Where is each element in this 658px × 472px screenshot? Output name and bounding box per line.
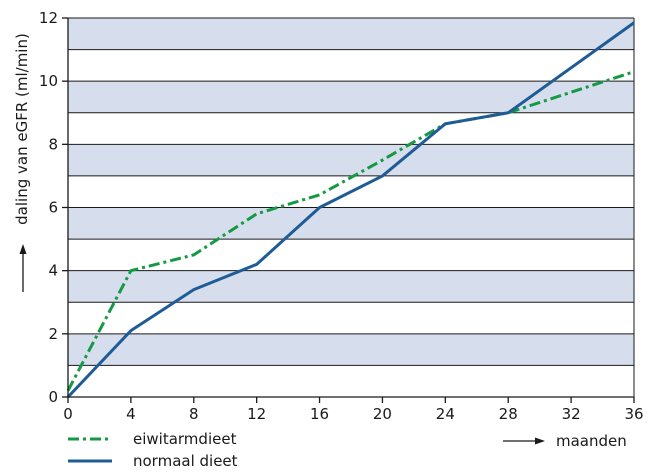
y-tick-label: 4 (48, 262, 58, 280)
y-tick-label: 8 (48, 135, 58, 153)
series-layer (66, 21, 635, 399)
axes (62, 17, 635, 403)
y-axis-title: daling van eGFR (ml/min) (13, 33, 31, 225)
x-tick-label: 0 (63, 405, 73, 423)
x-axis-arrow-icon (503, 437, 545, 445)
grid-band (68, 81, 634, 113)
background-bands (68, 18, 634, 366)
x-tick-labels: 0 4 8 12 16 20 24 28 32 36 (63, 405, 643, 423)
legend-label-normaal-dieet: normaal dieet (133, 452, 238, 470)
x-axis-title: maanden (556, 432, 627, 450)
y-tick-label: 12 (39, 9, 58, 27)
y-tick-label: 6 (48, 199, 58, 217)
grid-band (68, 270, 634, 303)
y-tick-label: 0 (48, 388, 58, 406)
x-tick-label: 8 (189, 405, 199, 423)
x-tick-label: 28 (499, 405, 518, 423)
y-axis-arrow-icon (19, 244, 27, 292)
x-tick-label: 20 (373, 405, 392, 423)
legend-label-eiwitarmdieet: eiwitarmdieet (133, 430, 237, 448)
x-tick-label: 12 (247, 405, 266, 423)
y-tick-label: 10 (39, 72, 58, 90)
grid-band (68, 333, 634, 366)
y-tick-label: 2 (48, 325, 58, 343)
x-tick-label: 32 (562, 405, 581, 423)
y-tick-labels: 0 2 4 6 8 10 12 (39, 9, 58, 406)
x-tick-label: 36 (624, 405, 643, 423)
legend: eiwitarmdieet normaal dieet (68, 430, 238, 470)
x-tick-label: 16 (310, 405, 329, 423)
x-tick-label: 4 (126, 405, 136, 423)
grid-band (68, 144, 634, 176)
x-tick-label: 24 (436, 405, 455, 423)
grid-band (68, 18, 634, 50)
grid-band (68, 207, 634, 240)
series-line-normaal-dieet (66, 21, 635, 399)
